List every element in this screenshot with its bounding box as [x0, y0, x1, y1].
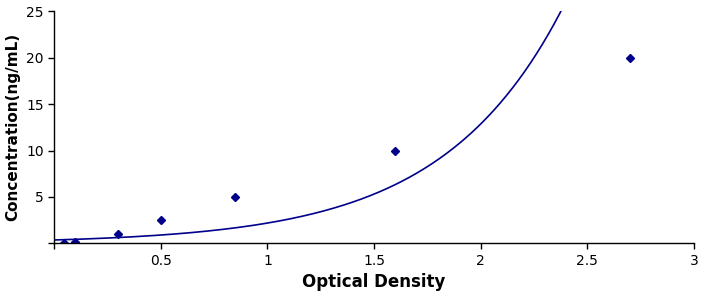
- X-axis label: Optical Density: Optical Density: [303, 274, 446, 291]
- Y-axis label: Concentration(ng/mL): Concentration(ng/mL): [6, 33, 20, 221]
